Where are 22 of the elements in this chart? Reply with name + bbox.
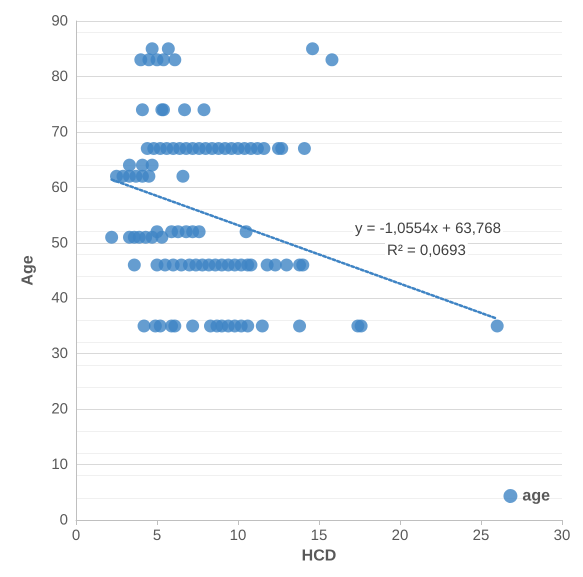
annotation: y = -1,0554x + 63,768 (355, 220, 501, 237)
y-tick-label: 60 (51, 178, 68, 196)
x-tick-label: 20 (392, 527, 408, 544)
y-tick-label: 70 (51, 123, 68, 140)
y-axis-title: Age (20, 255, 36, 286)
x-tick-label: 25 (472, 527, 490, 544)
annotation: R² = 0,0693 (387, 242, 466, 259)
y-tick-label: 0 (60, 512, 68, 528)
x-tick-label: 5 (152, 527, 162, 544)
x-tick-label: 15 (310, 527, 328, 544)
legend-label: age (522, 488, 550, 504)
y-tick-label: 90 (51, 12, 68, 30)
x-axis-title: HCD (302, 548, 336, 564)
x-tick-label: 0 (72, 527, 80, 544)
y-tick-label: 30 (51, 345, 68, 362)
x-tick-label: 10 (230, 527, 246, 544)
y-tick-label: 50 (51, 234, 68, 252)
y-tick-label: 80 (51, 68, 68, 85)
y-tick-label: 40 (51, 290, 68, 307)
x-tick-label: 30 (554, 527, 570, 544)
y-tick-label: 20 (51, 400, 68, 418)
y-tick-label: 10 (51, 456, 68, 474)
